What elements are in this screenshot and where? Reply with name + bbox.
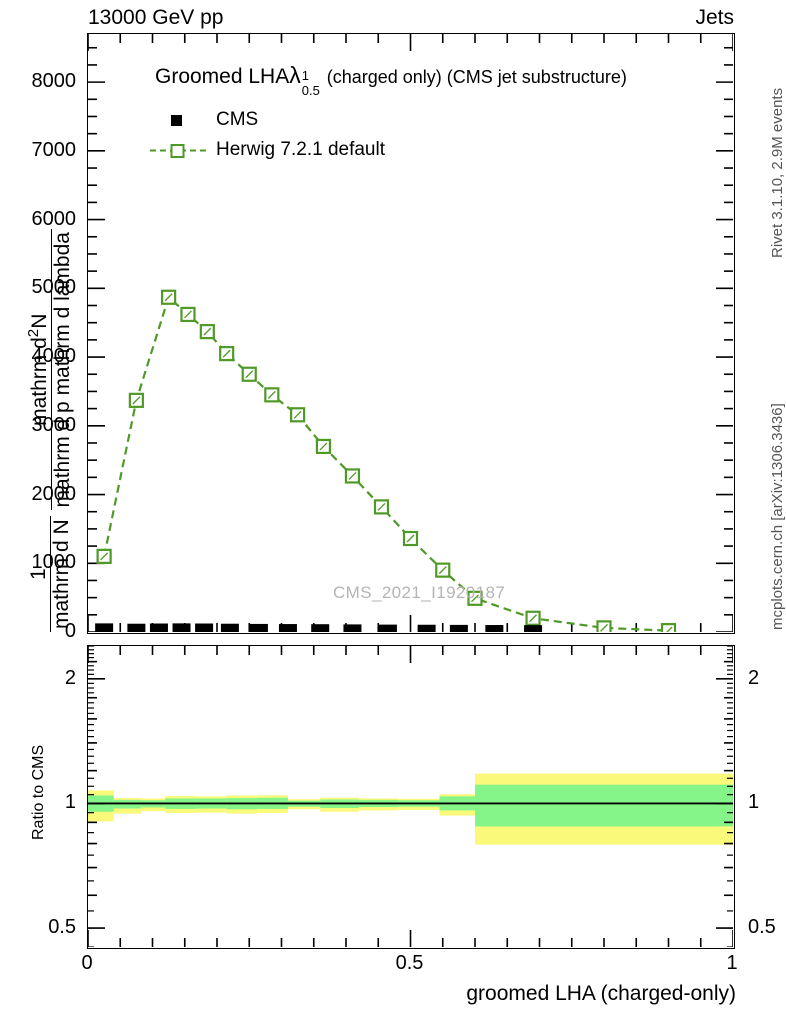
legend-marker-cms: [150, 110, 210, 129]
main-y-tick-label: 7000: [31, 138, 77, 161]
header-category-label: Jets: [695, 6, 734, 29]
herwig-marker-tick: [267, 390, 276, 399]
main-y-tick-label: 5000: [31, 276, 77, 299]
main-y-tick-label: 1000: [31, 551, 77, 574]
legend-label-cms: CMS: [216, 109, 259, 130]
ratio-y-tick-label-right: 2: [748, 666, 760, 689]
mcplots-reference-label: mcplots.cern.ch [arXiv:1306.3436]: [769, 403, 786, 630]
herwig-marker-tick: [293, 410, 302, 419]
lambda-subscript: 0.5: [301, 83, 320, 98]
ratio-y-tick-labels-right: 2 1 0.5: [740, 645, 786, 949]
ratio-inner-band: [475, 784, 733, 827]
ratio-y-tick-label: 0.5: [48, 916, 76, 939]
cms-data-marker: [220, 623, 239, 632]
ratio-y-axis-title: Ratio to CMS: [30, 744, 47, 840]
herwig-marker-tick: [222, 349, 231, 358]
herwig-marker-tick: [245, 370, 254, 379]
y-axis-fraction-left: 1 mathrm d N: [26, 516, 73, 632]
main-y-tick-label: 0: [64, 620, 76, 642]
ratio-y-tick-label-right: 1: [748, 791, 760, 814]
herwig-marker-tick: [529, 614, 538, 623]
y-axis-one: 1: [26, 568, 50, 580]
herwig-marker-tick: [100, 552, 109, 561]
herwig-data-marker: [660, 623, 677, 632]
main-y-tick-labels: 8000 7000 6000 5000 4000 3000 2000 1000 0: [0, 33, 84, 641]
cms-data-marker: [249, 623, 268, 632]
cms-data-marker: [524, 625, 543, 632]
y-axis-d2N-sup: 2: [25, 328, 42, 338]
herwig-marker-tick: [377, 502, 386, 511]
cms-data-marker: [485, 625, 504, 632]
rivet-version-label: Rivet 3.1.10, 2.9M events: [769, 87, 786, 258]
x-axis-title: groomed LHA (charged-only): [466, 982, 736, 1005]
main-y-tick-label: 3000: [31, 413, 77, 436]
main-y-tick-label: 4000: [31, 345, 77, 368]
herwig-marker-tick: [666, 626, 673, 632]
x-tick-label: 0.5: [395, 952, 424, 974]
lambda-superscript: 1: [301, 68, 309, 83]
herwig-curve: [103, 295, 669, 632]
main-plot-canvas: [88, 34, 733, 632]
legend-marker-herwig: [150, 140, 210, 159]
herwig-marker-tick: [348, 472, 357, 480]
y-axis-d2N-tail: N: [28, 313, 51, 329]
ratio-plot-canvas: [88, 646, 733, 947]
analysis-id-watermark: CMS_2021_I1920187: [333, 583, 506, 602]
herwig-marker-tick: [600, 623, 608, 632]
herwig-marker-tick: [184, 310, 192, 319]
herwig-marker-tick: [319, 442, 328, 451]
main-y-tick-label: 8000: [31, 70, 77, 93]
main-y-axis-title: 1 mathrm d N mathrm d2N mathrm d p mathr…: [25, 229, 75, 632]
plot-title: Groomed LHAλ 1 0.5 (charged only) (CMS jet …: [155, 62, 627, 98]
cms-data-marker: [378, 624, 397, 632]
herwig-marker-tick: [132, 396, 141, 405]
cms-data-marker: [127, 623, 146, 632]
x-tick-labels: 0 0.5 1: [81, 952, 738, 978]
y-axis-dN: mathrm d N: [49, 516, 73, 632]
herwig-marker-tick: [406, 534, 415, 543]
herwig-marker-tick: [471, 594, 479, 603]
x-tick-label: 0: [81, 952, 93, 974]
herwig-marker-tick: [438, 566, 447, 575]
y-axis-denominator: mathrm d p mathrm d lambda: [51, 229, 75, 511]
plot-title-suffix: (charged only) (CMS jet substructure): [326, 67, 627, 87]
header-beam-label: 13000 GeV pp: [88, 6, 224, 29]
herwig-marker-tick: [203, 327, 212, 336]
cms-data-marker: [449, 624, 468, 632]
y-axis-d2N: mathrm d: [28, 337, 51, 426]
x-tick-label: 1: [726, 952, 738, 974]
main-plot-panel: [87, 33, 735, 634]
herwig-data-marker: [596, 620, 612, 632]
ratio-y-tick-label: 1: [64, 791, 76, 814]
lambda-symbol: λ: [289, 62, 301, 88]
cms-data-marker: [343, 624, 362, 632]
ratio-y-tick-labels-left: 2 1 0.5: [0, 645, 84, 949]
ratio-y-tick-label-right: 0.5: [748, 916, 776, 939]
plot-title-prefix: Groomed LHA: [155, 65, 290, 88]
ratio-y-tick-label: 2: [64, 666, 76, 689]
cms-data-marker: [95, 623, 114, 632]
cms-data-marker: [417, 624, 436, 632]
main-y-tick-label: 6000: [31, 207, 77, 230]
cms-data-marker: [195, 623, 214, 632]
cms-data-marker: [278, 624, 297, 632]
cms-data-marker: [311, 624, 330, 632]
cms-data-marker: [149, 623, 168, 632]
y-axis-fraction-right: mathrm d2N mathrm d p mathrm d lambda: [25, 229, 75, 511]
y-axis-numerator: mathrm d2N: [25, 229, 51, 510]
ratio-plot-panel: [87, 645, 735, 949]
legend-label-herwig: Herwig 7.2.1 default: [216, 139, 385, 160]
herwig-marker-tick: [164, 293, 173, 302]
cms-data-marker: [172, 623, 191, 632]
main-y-tick-label: 2000: [31, 482, 77, 505]
